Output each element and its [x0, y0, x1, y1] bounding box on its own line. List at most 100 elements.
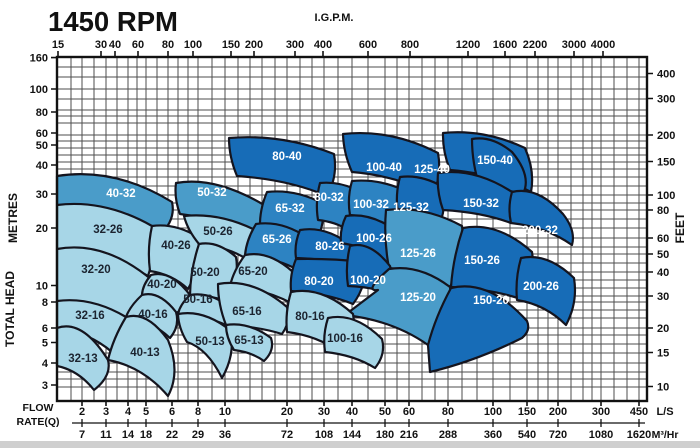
- svg-text:216: 216: [400, 429, 418, 441]
- svg-text:50: 50: [379, 406, 391, 418]
- svg-text:65-20: 65-20: [238, 266, 267, 278]
- svg-text:40: 40: [36, 160, 48, 172]
- svg-text:80: 80: [162, 39, 174, 51]
- svg-text:180: 180: [376, 429, 394, 441]
- svg-text:14: 14: [122, 429, 135, 441]
- svg-text:5: 5: [42, 338, 48, 350]
- svg-text:80-26: 80-26: [315, 241, 344, 253]
- svg-text:15: 15: [657, 348, 669, 360]
- svg-text:720: 720: [549, 429, 567, 441]
- svg-text:20: 20: [657, 323, 669, 335]
- svg-text:300: 300: [286, 39, 304, 51]
- svg-text:200-26: 200-26: [523, 281, 559, 293]
- svg-text:65-26: 65-26: [262, 234, 291, 246]
- svg-text:60: 60: [657, 233, 669, 245]
- svg-text:20: 20: [36, 223, 48, 235]
- svg-text:8: 8: [42, 297, 48, 309]
- svg-text:22: 22: [166, 429, 178, 441]
- svg-text:M³/Hr: M³/Hr: [652, 429, 679, 441]
- svg-text:65-13: 65-13: [234, 335, 263, 347]
- svg-text:36: 36: [219, 429, 231, 441]
- svg-text:1450 RPM: 1450 RPM: [48, 6, 178, 37]
- svg-text:3: 3: [42, 380, 48, 392]
- svg-text:30: 30: [95, 39, 107, 51]
- svg-text:40-16: 40-16: [138, 309, 167, 321]
- svg-text:FLOW: FLOW: [23, 402, 54, 414]
- svg-text:300: 300: [657, 94, 675, 106]
- svg-text:10: 10: [657, 382, 669, 394]
- svg-text:100: 100: [30, 84, 48, 96]
- svg-text:50-20: 50-20: [190, 267, 219, 279]
- svg-text:150-32: 150-32: [463, 198, 499, 210]
- svg-text:100-26: 100-26: [356, 233, 392, 245]
- svg-text:RATE(Q): RATE(Q): [17, 416, 60, 428]
- svg-text:4000: 4000: [591, 39, 615, 51]
- svg-text:40: 40: [346, 406, 358, 418]
- svg-text:80-40: 80-40: [272, 151, 301, 163]
- svg-text:40-32: 40-32: [106, 188, 135, 200]
- svg-text:15: 15: [52, 39, 64, 51]
- svg-text:80-20: 80-20: [304, 276, 333, 288]
- svg-text:60: 60: [36, 128, 48, 140]
- svg-text:100-32: 100-32: [353, 199, 389, 211]
- svg-text:450: 450: [630, 406, 648, 418]
- svg-text:80: 80: [36, 107, 48, 119]
- svg-text:5: 5: [143, 406, 149, 418]
- svg-text:360: 360: [484, 429, 502, 441]
- svg-text:100: 100: [184, 39, 202, 51]
- svg-text:30: 30: [318, 406, 330, 418]
- svg-text:30: 30: [36, 189, 48, 201]
- svg-text:60: 60: [132, 39, 144, 51]
- svg-text:800: 800: [401, 39, 419, 51]
- svg-text:40-26: 40-26: [161, 240, 190, 252]
- svg-text:100-20: 100-20: [350, 275, 386, 287]
- svg-text:1080: 1080: [589, 429, 613, 441]
- svg-text:80-32: 80-32: [314, 192, 343, 204]
- svg-text:2: 2: [79, 406, 85, 418]
- svg-text:1620: 1620: [627, 429, 651, 441]
- svg-text:1200: 1200: [456, 39, 480, 51]
- svg-text:TOTAL HEAD: TOTAL HEAD: [3, 271, 17, 347]
- svg-text:125-32: 125-32: [393, 202, 429, 214]
- svg-text:2200: 2200: [523, 39, 547, 51]
- svg-text:1600: 1600: [493, 39, 517, 51]
- svg-text:150: 150: [657, 157, 675, 169]
- svg-text:144: 144: [343, 429, 362, 441]
- svg-text:80: 80: [657, 205, 669, 217]
- svg-text:8: 8: [195, 406, 201, 418]
- svg-text:3: 3: [103, 406, 109, 418]
- svg-text:32-16: 32-16: [75, 310, 104, 322]
- svg-text:50-13: 50-13: [195, 336, 224, 348]
- svg-text:40: 40: [109, 39, 121, 51]
- svg-text:50-32: 50-32: [197, 187, 226, 199]
- svg-text:100: 100: [657, 190, 675, 202]
- svg-text:20: 20: [281, 406, 293, 418]
- svg-text:200: 200: [549, 406, 567, 418]
- svg-text:400: 400: [657, 69, 675, 81]
- svg-text:FEET: FEET: [673, 212, 687, 243]
- svg-text:125-26: 125-26: [400, 248, 436, 260]
- svg-text:200: 200: [245, 39, 263, 51]
- svg-text:11: 11: [100, 429, 112, 441]
- svg-text:108: 108: [315, 429, 333, 441]
- svg-text:6: 6: [169, 406, 175, 418]
- svg-text:200: 200: [657, 130, 675, 142]
- svg-text:I.G.P.M.: I.G.P.M.: [315, 12, 354, 24]
- svg-text:80: 80: [442, 406, 454, 418]
- svg-text:160: 160: [30, 53, 48, 65]
- svg-text:400: 400: [314, 39, 332, 51]
- svg-text:150: 150: [518, 406, 536, 418]
- svg-text:65-32: 65-32: [275, 203, 304, 215]
- svg-text:50-16: 50-16: [183, 294, 212, 306]
- svg-text:6: 6: [42, 323, 48, 335]
- svg-text:32-13: 32-13: [68, 353, 97, 365]
- svg-text:60: 60: [403, 406, 415, 418]
- svg-text:METRES: METRES: [6, 193, 20, 243]
- svg-text:150-20: 150-20: [473, 295, 509, 307]
- svg-text:150-40: 150-40: [477, 155, 513, 167]
- svg-text:100: 100: [484, 406, 502, 418]
- svg-text:150-26: 150-26: [464, 255, 500, 267]
- svg-text:50: 50: [36, 140, 48, 152]
- svg-text:100-16: 100-16: [327, 333, 363, 345]
- svg-text:600: 600: [359, 39, 377, 51]
